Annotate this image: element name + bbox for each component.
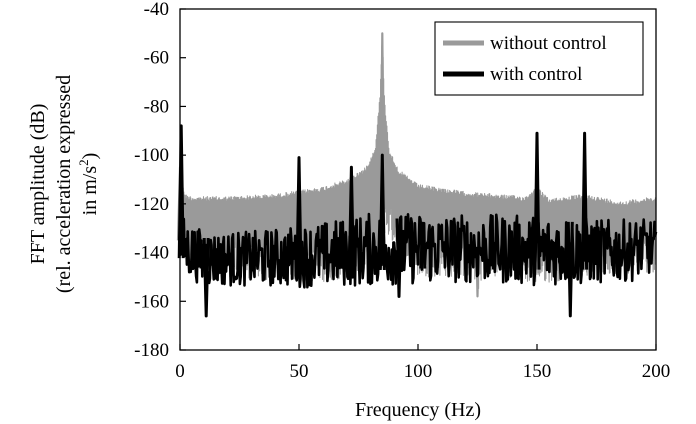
x-tick-label: 150 [523,361,552,382]
y-tick-label: -100 [134,145,169,166]
with-control-peak [581,131,589,270]
y-tick-label: -140 [134,243,169,264]
with-control-peak [566,221,574,318]
with-control-peak [419,221,427,269]
with-control-peak [533,131,541,270]
with-control-peak [202,237,210,318]
y-tick-label: -180 [134,340,169,361]
legend-label-with-control: with control [490,64,582,85]
x-axis: 0 50 100 150 200 [175,344,670,382]
x-tick-label: 100 [404,361,433,382]
with-control-peak [395,218,403,298]
legend-label-without-control: without control [490,33,607,54]
x-tick-label: 200 [642,361,671,382]
y-axis-title: FFT amplitude (dB) (rel. acceleration ex… [27,75,101,293]
y-axis-title-line-3: in m/s2) [76,153,101,216]
y-tick-label: -120 [134,194,169,215]
with-control-series [177,124,658,318]
y-tick-label: -40 [144,0,169,20]
y-tick-label: -60 [144,48,169,69]
without-control-trace [179,39,657,290]
x-axis-title: Frequency (Hz) [355,399,481,421]
y-axis: -180 -160 -140 -120 -100 -80 -60 -40 [134,0,186,361]
y-axis-title-exponent: 2 [76,159,91,166]
x-tick-label: 50 [290,361,309,382]
x-tick-label: 0 [175,361,185,382]
legend-box [434,21,644,96]
y-tick-label: -160 [134,291,169,312]
y-axis-title-unit: in m/s [79,166,101,216]
y-axis-title-line-1: FFT amplitude (dB) [27,104,49,265]
with-control-peak [347,165,355,272]
y-axis-title-close: ) [79,153,101,160]
with-control-peak [295,156,303,272]
legend: without control with control [434,21,644,96]
with-control-peak [378,153,386,271]
with-control-trace [178,212,658,289]
y-tick-label: -80 [144,96,169,117]
y-axis-title-line-2: (rel. acceleration expressed [53,75,75,293]
